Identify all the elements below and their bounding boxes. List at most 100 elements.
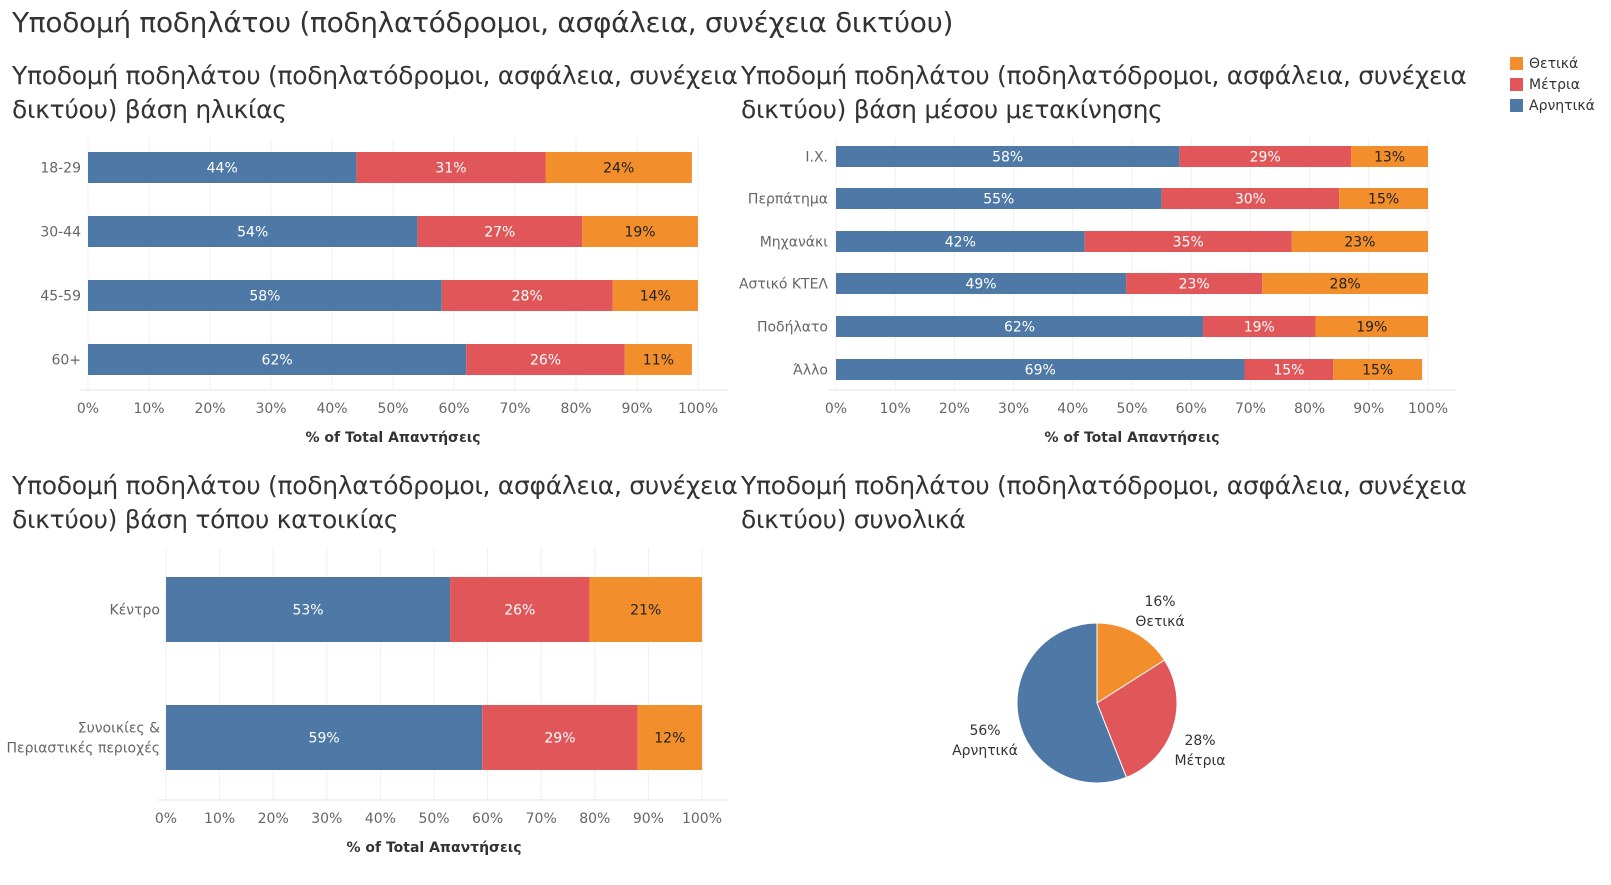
transport-bar-Αρνητικά[interactable] xyxy=(836,359,1245,380)
transport-bar-label: 49% xyxy=(965,277,996,293)
transport-category-label: Περπάτημα xyxy=(748,192,828,208)
residence-bar-label: 59% xyxy=(309,731,340,747)
transport-category-label: Μηχανάκι xyxy=(760,235,829,251)
transport-category-label: Άλλο xyxy=(793,363,828,379)
pie-name-label: Αρνητικά xyxy=(952,743,1018,759)
transport-bar-Θετικά[interactable] xyxy=(1333,359,1423,380)
residence-bar-Μέτρια[interactable] xyxy=(482,705,638,770)
transport-chart-title: Υποδομή ποδηλάτου (ποδηλατόδρομοι, ασφάλ… xyxy=(741,59,1467,127)
age-category-label: 18-29 xyxy=(40,161,81,177)
residence-x-tick-label: 90% xyxy=(633,811,664,827)
transport-bar-Μέτρια[interactable] xyxy=(1161,188,1340,209)
age-x-tick-label: 100% xyxy=(678,401,718,417)
residence-x-tick-label: 80% xyxy=(579,811,610,827)
transport-x-tick-label: 100% xyxy=(1408,401,1448,417)
age-x-tick-label: 20% xyxy=(194,401,225,417)
legend-item-medium[interactable]: Μέτρια xyxy=(1510,74,1595,95)
residence-x-tick-label: 50% xyxy=(418,811,449,827)
transport-bar-Αρνητικά[interactable] xyxy=(836,146,1180,167)
age-bar-label: 27% xyxy=(484,225,515,241)
transport-x-tick-label: 50% xyxy=(1116,401,1147,417)
age-chart-title: Υποδομή ποδηλάτου (ποδηλατόδρομοι, ασφάλ… xyxy=(12,59,738,127)
age-bar-Αρνητικά[interactable] xyxy=(88,152,357,183)
age-bar-Μέτρια[interactable] xyxy=(441,280,613,311)
age-bar-Αρνητικά[interactable] xyxy=(88,280,442,311)
residence-bar-label: 21% xyxy=(630,603,661,619)
age-bar-label: 28% xyxy=(512,289,543,305)
age-x-tick-label: 80% xyxy=(560,401,591,417)
pie-value-label: 16% xyxy=(1144,594,1175,610)
age-bar-Θετικά[interactable] xyxy=(624,344,692,375)
age-bar-Αρνητικά[interactable] xyxy=(88,216,418,247)
residence-x-tick-label: 70% xyxy=(526,811,557,827)
transport-bar-label: 28% xyxy=(1330,277,1361,293)
residence-bar-label: 53% xyxy=(292,603,323,619)
age-bar-Θετικά[interactable] xyxy=(582,216,698,247)
age-x-tick-label: 70% xyxy=(499,401,530,417)
age-bar-label: 58% xyxy=(249,289,280,305)
transport-bar-label: 19% xyxy=(1244,320,1275,336)
residence-bar-label: 12% xyxy=(654,731,685,747)
transport-bar-Θετικά[interactable] xyxy=(1339,188,1428,209)
age-bar-Μέτρια[interactable] xyxy=(356,152,546,183)
transport-category-label: Ποδήλατο xyxy=(757,320,828,336)
residence-chart-title-line1: Υποδομή ποδηλάτου (ποδηλατόδρομοι, ασφάλ… xyxy=(12,471,738,500)
age-bar-Θετικά[interactable] xyxy=(612,280,698,311)
age-chart-title-line1: Υποδομή ποδηλάτου (ποδηλατόδρομοι, ασφάλ… xyxy=(12,61,738,90)
transport-bar-label: 29% xyxy=(1250,150,1281,166)
transport-x-tick-label: 40% xyxy=(1057,401,1088,417)
residence-x-tick-label: 100% xyxy=(682,811,722,827)
pie-slice-Αρνητικά[interactable] xyxy=(1016,622,1128,784)
residence-category-label: Συνοικίες & xyxy=(78,721,160,737)
pie-name-label: Θετικά xyxy=(1135,614,1184,630)
age-bar-Αρνητικά[interactable] xyxy=(88,344,467,375)
pie-value-label: 56% xyxy=(969,723,1000,739)
transport-bar-label: 69% xyxy=(1025,363,1056,379)
transport-bar-Αρνητικά[interactable] xyxy=(836,273,1127,294)
transport-bar-Μέτρια[interactable] xyxy=(1244,359,1334,380)
transport-bar-Αρνητικά[interactable] xyxy=(836,188,1162,209)
age-x-tick-label: 50% xyxy=(377,401,408,417)
transport-bar-Θετικά[interactable] xyxy=(1291,231,1428,252)
age-x-tick-label: 60% xyxy=(438,401,469,417)
residence-bar-Αρνητικά[interactable] xyxy=(166,705,483,770)
age-bar-Θετικά[interactable] xyxy=(545,152,692,183)
transport-bar-Αρνητικά[interactable] xyxy=(836,316,1204,337)
age-category-label: 60+ xyxy=(51,353,81,369)
transport-bar-label: 62% xyxy=(1004,320,1035,336)
transport-chart-title-line2: δικτύου) βάση μέσου μετακίνησης xyxy=(741,95,1163,124)
legend-swatch-negative xyxy=(1510,99,1523,112)
legend-label-negative: Αρνητικά xyxy=(1529,97,1595,114)
transport-bar-Μέτρια[interactable] xyxy=(1179,146,1352,167)
pie-slice-Θετικά[interactable] xyxy=(1096,622,1166,704)
transport-bar-Αρνητικά[interactable] xyxy=(836,231,1085,252)
transport-bar-Μέτρια[interactable] xyxy=(1126,273,1263,294)
overall-chart-title-line2: δικτύου) συνολικά xyxy=(741,505,966,534)
residence-bar-label: 29% xyxy=(544,731,575,747)
age-bar-label: 26% xyxy=(530,353,561,369)
transport-bar-Μέτρια[interactable] xyxy=(1084,231,1292,252)
legend-item-positive[interactable]: Θετικά xyxy=(1510,53,1595,74)
residence-bar-Αρνητικά[interactable] xyxy=(166,577,451,642)
age-x-tick-label: 90% xyxy=(621,401,652,417)
residence-x-tick-label: 0% xyxy=(155,811,177,827)
legend-swatch-positive xyxy=(1510,57,1523,70)
age-bar-label: 54% xyxy=(237,225,268,241)
age-bar-Μέτρια[interactable] xyxy=(466,344,625,375)
legend-item-negative[interactable]: Αρνητικά xyxy=(1510,95,1595,116)
transport-bar-Θετικά[interactable] xyxy=(1351,146,1428,167)
age-x-tick-label: 30% xyxy=(255,401,286,417)
transport-bar-Θετικά[interactable] xyxy=(1262,273,1428,294)
color-legend[interactable]: Θετικά Μέτρια Αρνητικά xyxy=(1510,53,1595,116)
legend-label-medium: Μέτρια xyxy=(1529,76,1580,93)
transport-x-tick-label: 10% xyxy=(880,401,911,417)
residence-bar-Θετικά[interactable] xyxy=(637,705,702,770)
residence-bar-Μέτρια[interactable] xyxy=(450,577,590,642)
transport-bar-label: 35% xyxy=(1173,235,1204,251)
age-bar-Μέτρια[interactable] xyxy=(417,216,583,247)
transport-bar-Θετικά[interactable] xyxy=(1315,316,1428,337)
transport-bar-Μέτρια[interactable] xyxy=(1203,316,1316,337)
residence-bar-Θετικά[interactable] xyxy=(589,577,702,642)
pie-slice-Μέτρια[interactable] xyxy=(1096,659,1178,779)
residence-x-tick-label: 60% xyxy=(472,811,503,827)
